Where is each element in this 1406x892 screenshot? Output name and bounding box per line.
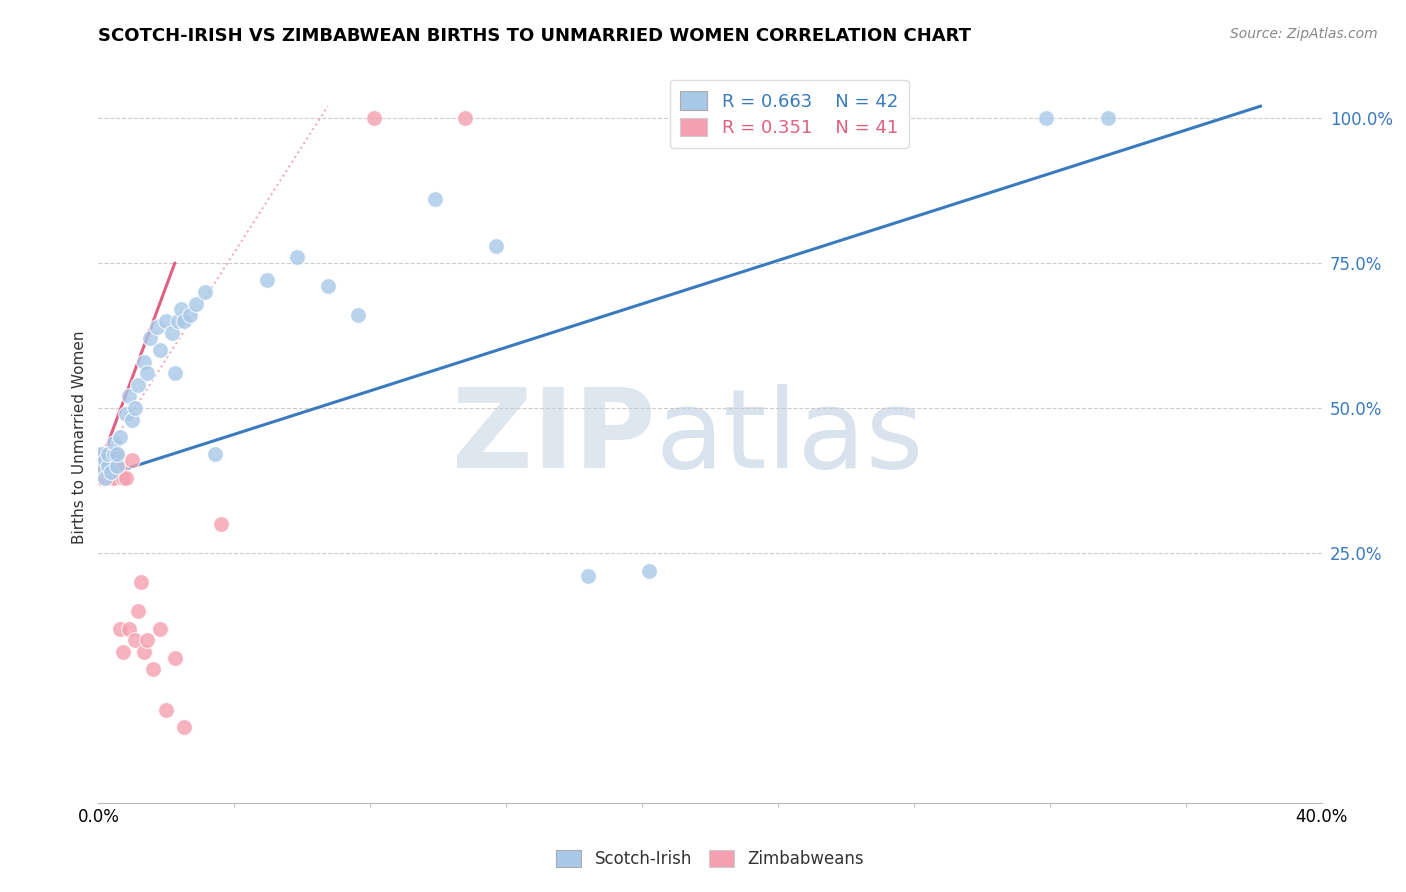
Point (576, 569, 599, 583)
Text: Source: ZipAtlas.com: Source: ZipAtlas.com (1230, 27, 1378, 41)
Point (134, 645, 156, 659)
Point (100, 448, 122, 462)
Point (93, 459, 115, 474)
Point (93, 448, 115, 462)
Point (129, 575, 152, 590)
Point (423, 192, 446, 206)
Point (124, 401, 146, 415)
Point (111, 471, 134, 485)
Point (127, 604, 149, 618)
Point (124, 633, 146, 648)
Point (93, 453, 115, 467)
Point (103, 436, 125, 450)
Point (121, 453, 143, 467)
Point (97, 453, 120, 467)
Point (111, 645, 134, 659)
Point (97, 471, 120, 485)
Point (209, 517, 232, 532)
Point (105, 448, 128, 462)
Point (108, 622, 131, 636)
Point (97, 459, 120, 474)
Legend: Scotch-Irish, Zimbabweans: Scotch-Irish, Zimbabweans (550, 844, 870, 875)
Y-axis label: Births to Unmarried Women: Births to Unmarried Women (72, 330, 87, 544)
Point (93, 465, 115, 479)
Point (160, 326, 183, 340)
Point (139, 331, 162, 345)
Point (136, 366, 159, 380)
Point (115, 407, 138, 421)
Point (118, 622, 141, 636)
Point (1097, 111, 1119, 125)
Point (1035, 111, 1057, 125)
Point (173, 314, 195, 328)
Point (145, 319, 167, 334)
Point (121, 412, 143, 426)
Point (97, 448, 120, 462)
Point (118, 389, 141, 403)
Point (173, 720, 195, 734)
Point (204, 448, 226, 462)
Point (90, 459, 112, 474)
Point (90, 448, 112, 462)
Point (347, 308, 370, 322)
Point (485, 238, 508, 252)
Point (100, 459, 122, 474)
Point (103, 459, 125, 474)
Point (149, 343, 172, 357)
Point (90, 459, 112, 474)
Point (149, 622, 172, 636)
Point (256, 273, 278, 287)
Point (103, 448, 125, 462)
Point (194, 285, 217, 299)
Point (97, 459, 120, 474)
Point (93, 471, 115, 485)
Point (115, 471, 138, 485)
Point (170, 302, 193, 317)
Point (637, 564, 661, 578)
Point (136, 633, 159, 648)
Point (90, 471, 112, 485)
Point (90, 465, 112, 479)
Point (108, 459, 131, 474)
Point (90, 459, 112, 474)
Point (363, 111, 385, 125)
Point (285, 250, 308, 264)
Text: ZIP: ZIP (451, 384, 655, 491)
Point (108, 430, 131, 444)
Point (155, 703, 177, 717)
Point (105, 448, 128, 462)
Text: SCOTCH-IRISH VS ZIMBABWEAN BIRTHS TO UNMARRIED WOMEN CORRELATION CHART: SCOTCH-IRISH VS ZIMBABWEAN BIRTHS TO UNM… (98, 27, 972, 45)
Point (316, 279, 339, 293)
Point (97, 471, 120, 485)
Point (163, 366, 186, 380)
Point (134, 354, 156, 368)
Point (105, 459, 128, 474)
Point (127, 377, 149, 392)
Point (155, 314, 177, 328)
Point (93, 471, 115, 485)
Point (454, 111, 477, 125)
Point (142, 662, 165, 676)
Point (186, 296, 208, 310)
Point (105, 459, 128, 474)
Point (93, 453, 115, 467)
Point (103, 471, 125, 485)
Point (179, 308, 201, 322)
Point (100, 471, 122, 485)
Point (97, 465, 120, 479)
Point (100, 465, 122, 479)
Text: atlas: atlas (655, 384, 924, 491)
Point (163, 650, 186, 665)
Point (167, 314, 190, 328)
